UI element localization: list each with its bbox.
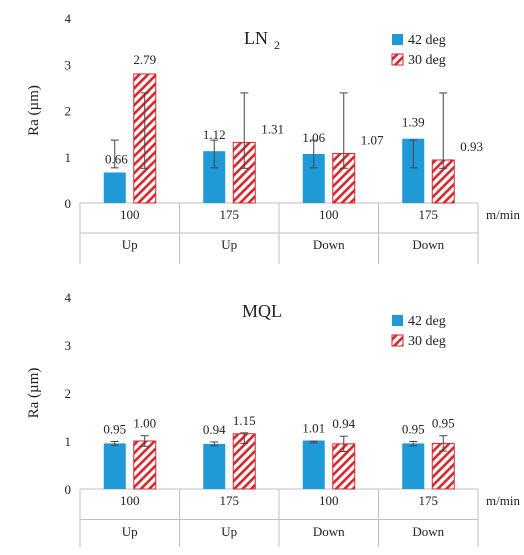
y-tick-label: 2 (65, 386, 72, 401)
data-label: 1.39 (402, 115, 425, 130)
legend-swatch (391, 53, 404, 66)
data-label: 1.06 (302, 130, 325, 145)
legend-swatch (392, 315, 403, 326)
bar-42deg (103, 443, 126, 489)
x-tick-label: 175 (220, 207, 240, 222)
x-group-label: Down (313, 237, 345, 252)
y-tick-label: 2 (65, 104, 72, 119)
data-label: 1.01 (302, 421, 325, 436)
x-group-label: Up (122, 524, 138, 539)
x-tick-label: 175 (419, 207, 439, 222)
x-tick-label: 175 (419, 493, 439, 508)
x-group-label: Up (221, 524, 237, 539)
bar-42deg (302, 440, 325, 489)
data-label: 0.94 (203, 422, 226, 437)
bar-42deg (402, 443, 425, 489)
x-unit-label: m/min (486, 207, 520, 222)
legend-swatch (391, 334, 404, 347)
legend-swatch (392, 34, 403, 45)
legend-label: 30 deg (408, 53, 446, 68)
chart-title-subscript: 2 (274, 38, 280, 52)
data-label: 0.95 (432, 416, 455, 431)
data-label: 1.07 (361, 133, 384, 148)
data-label: 0.95 (103, 421, 126, 436)
x-tick-label: 100 (319, 493, 339, 508)
bar-42deg (203, 443, 226, 489)
data-label: 0.93 (460, 139, 483, 154)
chart-title: LN (244, 28, 268, 48)
bar-42deg (302, 153, 325, 203)
y-tick-label: 3 (65, 57, 72, 72)
bar-42deg (103, 172, 126, 203)
x-tick-label: 175 (220, 493, 240, 508)
y-axis-label: Ra (µm) (26, 368, 42, 419)
x-tick-label: 100 (120, 207, 140, 222)
x-group-label: Down (412, 524, 444, 539)
x-tick-label: 100 (120, 493, 140, 508)
y-tick-label: 4 (65, 290, 72, 305)
chart-panel-0: 0 1 2 3 4 Ra (µm) 100 Up 175 Up 100 Down 175 Down m/mi… (26, 11, 520, 264)
x-unit-label: m/min (486, 493, 520, 508)
data-label: 1.15 (233, 413, 256, 428)
y-tick-label: 1 (65, 434, 72, 449)
bar-30deg (133, 440, 157, 490)
bar-42deg (203, 151, 226, 203)
data-label: 0.95 (402, 421, 425, 436)
x-tick-label: 100 (319, 207, 339, 222)
x-group-label: Up (221, 237, 237, 252)
bar-42deg (402, 138, 425, 203)
y-tick-label: 4 (65, 11, 72, 26)
y-tick-label: 0 (65, 196, 72, 211)
chart-panel-1: 0 1 2 3 4 Ra (µm) 100 Up 175 Up 100 Down 175 Down m/mi… (26, 290, 520, 547)
y-tick-label: 1 (65, 150, 72, 165)
x-group-label: Up (122, 237, 138, 252)
data-label: 1.00 (133, 416, 156, 431)
y-tick-label: 0 (65, 482, 72, 497)
data-label: 2.79 (133, 52, 156, 67)
data-label: 0.94 (332, 416, 355, 431)
legend-label: 30 deg (408, 334, 446, 349)
y-tick-label: 3 (65, 338, 72, 353)
data-label: 1.31 (261, 121, 284, 136)
chart-title: MQL (242, 301, 282, 321)
x-group-label: Down (412, 237, 444, 252)
data-label: 1.12 (203, 127, 226, 142)
y-axis-label: Ra (µm) (26, 85, 42, 136)
x-group-label: Down (313, 524, 345, 539)
legend-label: 42 deg (408, 314, 446, 329)
legend-label: 42 deg (408, 33, 446, 48)
data-label: 0.66 (105, 151, 128, 166)
